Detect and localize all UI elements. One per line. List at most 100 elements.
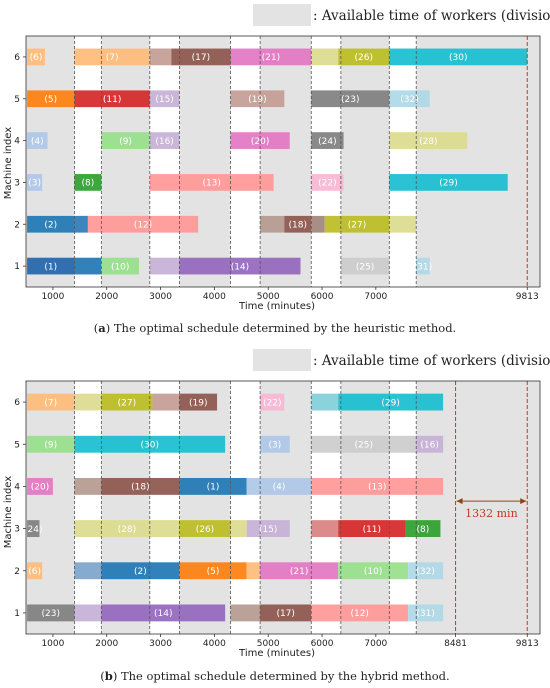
task-bar <box>74 393 102 411</box>
task-bar <box>389 48 528 66</box>
worker-division-band <box>260 381 312 634</box>
task-label: (4) <box>273 483 286 493</box>
task-label: (8) <box>82 179 95 189</box>
x-tick-label: 4000 <box>203 639 226 649</box>
task-bar <box>27 393 75 411</box>
task-label: (32) <box>400 95 418 105</box>
task-bar <box>405 520 441 538</box>
task-label: (15) <box>155 95 173 105</box>
x-tick-label: 1000 <box>41 639 64 649</box>
panel-b-schedule-chart: : Available time of workers (divisions) … <box>3 349 550 683</box>
task-bar <box>179 393 218 411</box>
task-label: (13) <box>202 179 220 189</box>
task-bar <box>179 520 231 538</box>
task-bar <box>311 393 339 411</box>
task-label: (1) <box>207 483 220 493</box>
task-label: (17) <box>192 53 210 63</box>
task-bar <box>74 257 102 275</box>
task-bar <box>246 520 290 538</box>
task-label: (8) <box>417 525 430 535</box>
task-bar <box>338 562 409 580</box>
task-bar <box>74 48 150 66</box>
task-label: (16) <box>155 137 173 147</box>
worker-division-band <box>179 381 231 634</box>
task-label: (6) <box>28 567 41 577</box>
task-bar <box>27 132 48 149</box>
plot-frame <box>25 35 541 288</box>
task-label: (21) <box>262 53 280 63</box>
task-bar <box>260 604 312 622</box>
task-bar <box>338 48 390 66</box>
task-label: (14) <box>154 609 172 619</box>
task-bar <box>149 90 180 108</box>
task-label: (20) <box>251 137 269 147</box>
task-bar <box>101 477 180 495</box>
task-label: (29) <box>381 398 399 408</box>
task-label: (7) <box>106 53 119 63</box>
task-bar <box>260 393 285 411</box>
x-tick-label: 3000 <box>149 292 172 302</box>
task-bar <box>416 435 444 453</box>
y-tick-label: 2 <box>14 567 20 577</box>
task-bar <box>260 215 285 233</box>
task-label: (6) <box>30 53 43 63</box>
task-label: (5) <box>207 567 220 577</box>
task-label: (26) <box>354 53 372 63</box>
task-label: (21) <box>290 567 308 577</box>
task-label: (26) <box>196 525 214 535</box>
y-tick-label: 3 <box>14 178 20 188</box>
task-label: (2) <box>134 567 147 577</box>
task-bar <box>27 435 75 453</box>
worker-division-band <box>340 381 390 634</box>
task-label: (11) <box>103 95 121 105</box>
task-bar <box>179 562 247 580</box>
task-bar <box>311 174 344 191</box>
x-axis-label-a: Time (minutes) <box>238 301 315 312</box>
task-bar <box>311 604 409 622</box>
task-bar <box>74 215 88 233</box>
task-bar <box>311 520 339 538</box>
task-label: (32) <box>416 567 434 577</box>
task-bar <box>179 477 247 495</box>
task-label: (9) <box>44 440 57 450</box>
task-label: (10) <box>364 567 382 577</box>
task-bar <box>389 215 417 233</box>
legend-label-a: : Available time of workers (divisions) <box>313 8 550 24</box>
task-bar <box>101 132 150 149</box>
task-label: (22) <box>263 398 281 408</box>
task-bar <box>389 174 508 191</box>
plot-frame <box>25 380 541 635</box>
x-tick-label: 5000 <box>257 639 280 649</box>
panel-a-schedule-chart: : Available time of workers (divisions) … <box>3 4 550 335</box>
task-bar <box>311 215 325 233</box>
task-label: (2) <box>44 220 57 230</box>
task-bar <box>311 132 344 149</box>
task-bar <box>101 393 153 411</box>
task-label: (3) <box>28 179 41 189</box>
caption-a: (a) The optimal schedule determined by t… <box>94 321 456 335</box>
task-label: (28) <box>419 137 437 147</box>
x-tick-label: 5000 <box>257 292 280 302</box>
task-label: (5) <box>44 95 57 105</box>
worker-division-band <box>260 36 312 287</box>
x-axis-label-b: Time (minutes) <box>238 648 315 659</box>
task-label: (31) <box>416 609 434 619</box>
worker-division-band <box>26 381 75 634</box>
task-bar <box>27 477 53 495</box>
x-tick-label: 7000 <box>364 639 387 649</box>
task-bar <box>149 174 274 191</box>
y-axis-label-b: Machine index <box>3 476 14 548</box>
task-bar <box>152 393 180 411</box>
task-label: (20) <box>31 483 49 493</box>
x-tick-label: 7000 <box>364 292 387 302</box>
task-label: (18) <box>131 483 149 493</box>
caption-a-letter: a <box>98 321 106 335</box>
task-bar <box>149 48 172 66</box>
task-label: (9) <box>119 137 132 147</box>
task-bar <box>389 90 430 108</box>
task-bar <box>27 604 75 622</box>
annotation-arrow-head-left <box>456 498 463 505</box>
task-label: (29) <box>439 179 457 189</box>
task-bar <box>230 48 312 66</box>
task-label: (18) <box>289 220 307 230</box>
